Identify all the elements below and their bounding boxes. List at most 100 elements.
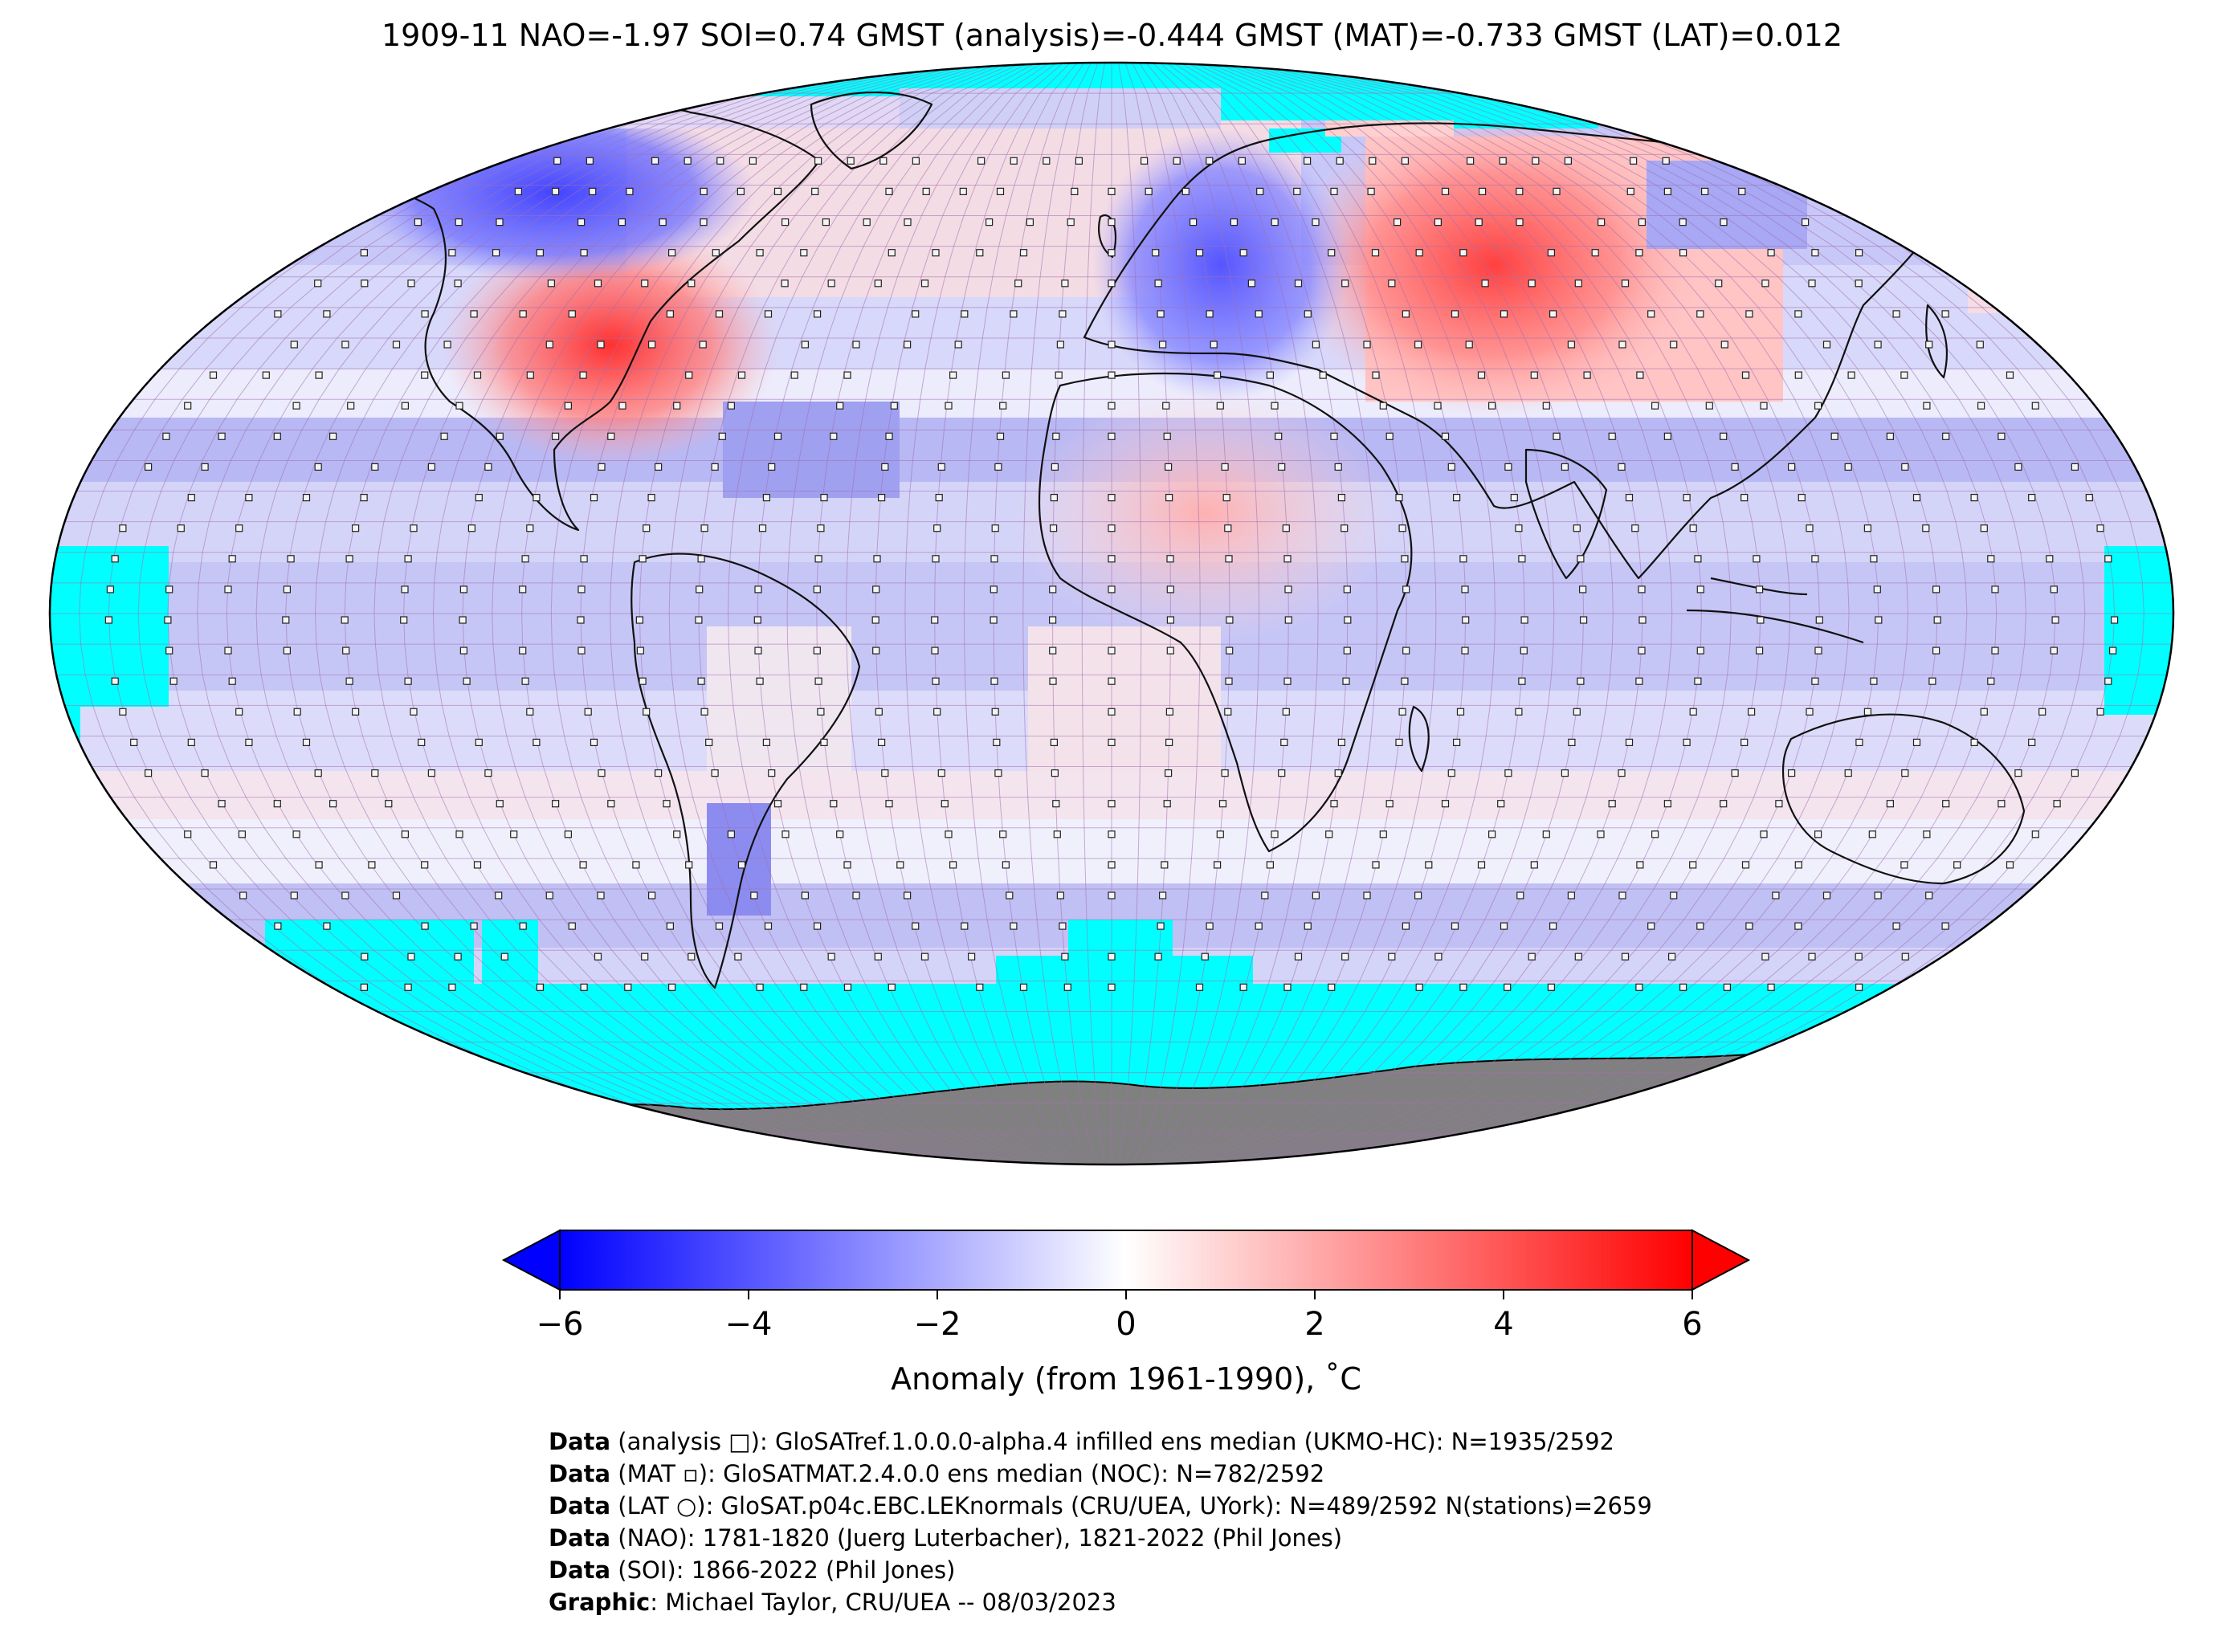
grid-marker [2031,402,2039,410]
grid-marker [1574,279,1582,288]
grid-marker [224,585,232,593]
grid-marker [1814,830,1822,838]
grid-marker [1213,371,1222,379]
grid-marker [1892,922,1900,930]
grid-marker [1459,983,1467,991]
grid-marker [1757,616,1765,624]
grid-marker [1379,402,1387,410]
grid-marker [410,524,418,532]
grid-marker [836,830,844,838]
graticule-meridian [285,63,920,1165]
graticule-meridian [875,63,1058,1165]
grid-marker [228,555,236,563]
grid-marker [526,371,534,379]
grid-marker [302,738,311,747]
grid-marker [764,922,773,930]
graticule-meridian [1214,63,1555,1165]
grid-marker [1922,524,1930,532]
grid-marker [1651,402,1659,410]
grid-marker [903,891,912,899]
grid-marker [1108,585,1116,593]
grid-marker [1741,861,1750,869]
graticule-meridian [963,63,1078,1165]
grid-marker [1334,769,1342,777]
grid-marker [1312,218,1320,226]
grid-marker [323,922,331,930]
grid-marker [1206,157,1214,165]
grid-marker [1925,891,1933,899]
grid-marker [1635,677,1643,685]
grid-marker [1694,677,1702,685]
grid-marker [1108,187,1116,195]
grid-marker [931,616,939,624]
grid-marker [641,279,649,288]
grid-marker [1218,800,1227,808]
grid-marker [954,341,962,349]
grid-marker [1401,677,1409,685]
grid-marker [2031,830,2039,838]
grid-marker [872,647,880,655]
indonesia-coast [1686,577,1864,644]
grid-marker [1210,341,1218,349]
madagascar-coast [1408,705,1430,773]
grid-marker [1284,616,1292,624]
grid-marker [1987,555,1995,563]
grid-marker [624,983,632,991]
grid-marker [937,769,945,777]
grid-marker [1337,493,1346,502]
grid-marker [1870,555,1878,563]
grid-marker [827,952,835,961]
grid-marker [519,585,527,593]
grid-marker [1195,249,1204,257]
grid-marker [1756,647,1764,655]
colorbar-ticks: −6 −4 −2 0 2 4 6 [537,1290,1703,1343]
grid-marker [1026,218,1034,226]
grid-marker [1499,157,1507,165]
credit-label: Data [549,1460,611,1487]
grid-marker [1206,310,1214,318]
grid-marker [1549,310,1557,318]
grid-marker [1761,279,1769,288]
grid-marker [847,157,855,165]
grid-marker [651,157,659,165]
grid-marker [1991,647,1999,655]
grid-marker [274,922,282,930]
grid-marker [1855,738,1863,747]
credit-text: : Michael Taylor, CRU/UEA -- 08/03/2023 [650,1589,1116,1616]
grid-marker [1530,371,1538,379]
grid-marker [1108,891,1116,899]
grid-marker [1788,463,1796,471]
grid-marker [888,983,896,991]
graticule [50,63,2173,1165]
grid-marker [1696,585,1704,593]
grid-marker [404,677,412,685]
grid-marker [1923,402,1931,410]
grid-marker [584,708,592,716]
grid-marker [315,371,323,379]
grid-marker [773,800,782,808]
grid-marker [1618,463,1626,471]
grid-marker [1987,677,1995,685]
grid-marker [2050,647,2058,655]
grid-marker [392,891,401,899]
grid-marker [580,555,588,563]
grid-marker [218,800,226,808]
grid-marker [700,218,708,226]
grid-marker [1294,952,1303,961]
grid-marker [1312,891,1320,899]
grid-marker [1055,371,1063,379]
grid-marker [639,555,647,563]
grid-marker [1553,432,1561,440]
grid-marker [1788,769,1796,777]
grid-marker [577,585,586,593]
grid-marker [1010,922,1018,930]
graticule-meridian [934,63,1071,1165]
grid-marker [607,800,615,808]
grid-marker [1701,187,1709,195]
grid-marker [496,800,504,808]
grid-marker [949,371,957,379]
grid-marker [287,555,295,563]
data-credits: Data (analysis □): GloSATref.1.0.0.0-alp… [549,1426,1652,1618]
grid-marker [1010,157,1018,165]
grid-marker [455,830,463,838]
